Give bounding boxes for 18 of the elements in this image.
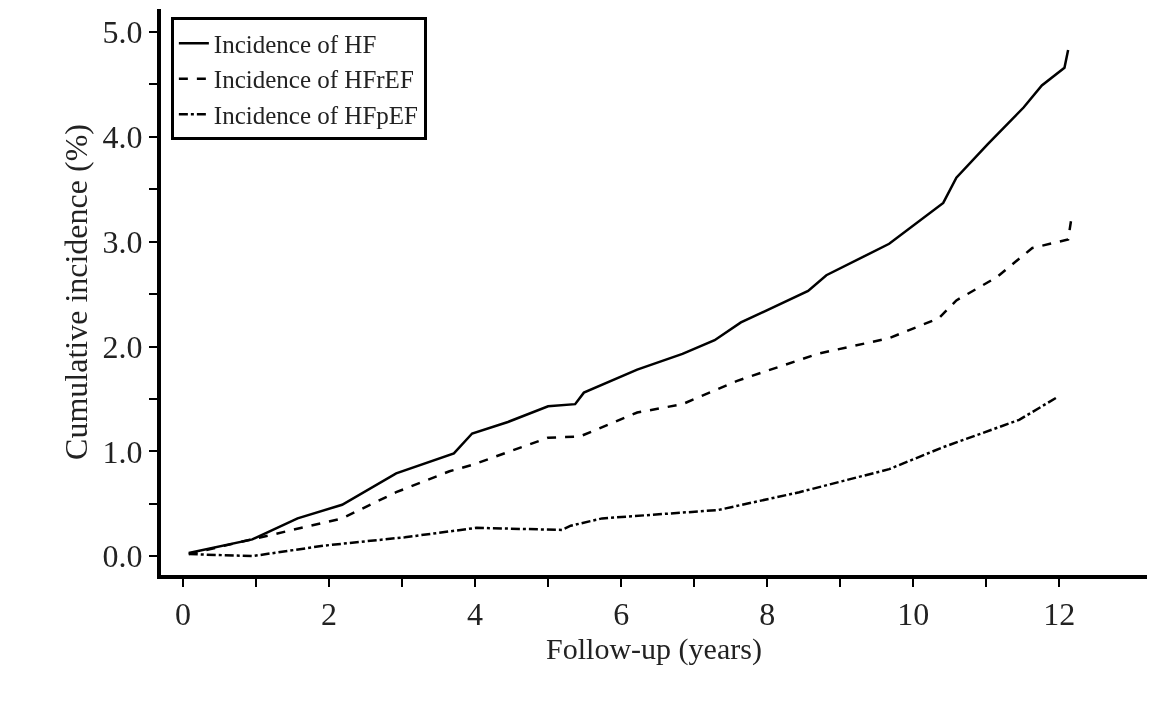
x-tick-label: 8 bbox=[759, 596, 776, 633]
y-tick-label: 2.0 bbox=[102, 328, 143, 365]
x-tick-label: 12 bbox=[1043, 596, 1076, 633]
y-axis-title: Cumulative incidence (%) bbox=[58, 124, 95, 460]
y-tick-label: 3.0 bbox=[102, 223, 143, 260]
legend-label: Incidence of HFrEF bbox=[213, 66, 414, 94]
x-tick-label: 2 bbox=[320, 596, 337, 633]
y-tick-label: 5.0 bbox=[102, 14, 143, 51]
y-tick-label: 4.0 bbox=[102, 119, 143, 156]
x-tick-label: 6 bbox=[613, 596, 630, 633]
x-tick-label: 10 bbox=[897, 596, 930, 633]
legend-label: Incidence of HFpEF bbox=[213, 101, 418, 129]
y-tick-label: 0.0 bbox=[102, 538, 143, 575]
x-axis-title: Follow-up (years) bbox=[546, 632, 762, 667]
y-tick-label: 1.0 bbox=[102, 433, 143, 470]
x-tick-label: 0 bbox=[174, 596, 191, 633]
legend-label: Incidence of HF bbox=[213, 30, 377, 58]
x-tick-label: 4 bbox=[467, 596, 484, 633]
